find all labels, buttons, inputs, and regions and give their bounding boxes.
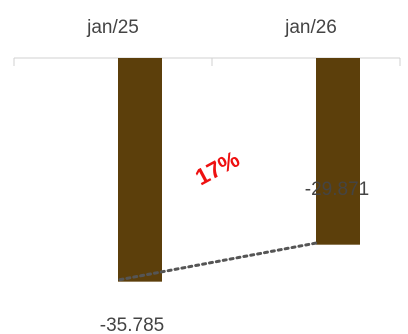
change-percentage-label: 17% xyxy=(191,146,244,191)
value-label-jan-25: -35.785 xyxy=(100,315,164,334)
category-label-jan-26: jan/26 xyxy=(284,17,337,38)
change-trend-line xyxy=(118,241,320,282)
bar-jan-26 xyxy=(316,58,360,245)
value-label-jan-26: -29.871 xyxy=(305,179,369,200)
bar-jan-25 xyxy=(118,58,162,282)
category-label-jan-25: jan/25 xyxy=(86,17,139,38)
